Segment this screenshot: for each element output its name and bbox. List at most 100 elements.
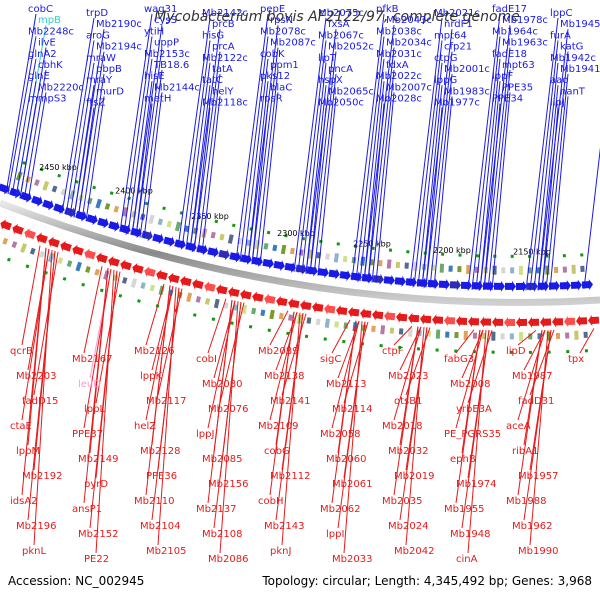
gene-leader-line <box>61 17 95 214</box>
gene-leader-line <box>417 62 443 287</box>
gene-leader-line <box>27 92 47 202</box>
forward-gene-arrow <box>284 262 296 273</box>
gene-label-mb2142c: Mb2142c <box>202 8 248 19</box>
cog-block <box>439 252 445 273</box>
gene-label-mb1948: Mb1948 <box>450 529 490 540</box>
cog-block <box>435 329 441 352</box>
forward-gene-arrow <box>75 210 87 222</box>
cog-block <box>500 333 505 340</box>
cog-block <box>211 298 220 321</box>
gene-leader-line <box>243 58 269 263</box>
reverse-gene-arrow <box>528 316 540 328</box>
forward-gene-arrow <box>163 236 175 248</box>
gene-leader-line <box>425 107 443 288</box>
cog-block <box>445 331 450 338</box>
gene-label-mb2032: Mb2032 <box>388 446 428 457</box>
gene-leader-line <box>213 301 242 529</box>
gene-leader-line <box>219 302 245 404</box>
gene-leader-line <box>143 92 163 239</box>
gene-label-mb2114: Mb2114 <box>332 404 372 415</box>
gene-leader-line <box>7 36 37 195</box>
gene-label-hisg: hisG <box>202 30 224 41</box>
forward-gene-arrow <box>97 217 109 229</box>
forward-gene-arrow <box>504 280 516 292</box>
cog-block <box>580 253 585 272</box>
gene-leader-line <box>135 47 163 237</box>
gene-label-mb2018: Mb2018 <box>382 421 422 432</box>
cog-block <box>518 265 523 275</box>
reverse-gene-arrow <box>156 269 168 281</box>
gene-leader-line <box>421 29 453 288</box>
gene-label-fadd31: fadD31 <box>518 396 554 407</box>
gene-leader-line <box>157 286 177 546</box>
cog-block <box>574 330 579 340</box>
gene-label-glne: glnE <box>28 71 50 82</box>
gene-label-mpb: mpB <box>38 15 61 26</box>
gene-label-mb2118c: Mb2118c <box>202 98 248 109</box>
gene-label-helz: helZ <box>134 421 156 432</box>
reverse-gene-arrow <box>0 219 12 231</box>
forward-gene-arrow <box>394 275 406 287</box>
gene-leader-line <box>337 321 366 529</box>
gene-leader-line <box>343 321 369 404</box>
gene-leader-line <box>275 313 304 521</box>
reverse-gene-arrow <box>384 310 396 322</box>
gene-label-pe22: PE22 <box>84 554 109 565</box>
gene-leader-line <box>251 103 269 265</box>
gene-leader-line <box>583 147 600 289</box>
reverse-gene-arrow <box>36 232 48 244</box>
gene-leader-line <box>151 287 180 521</box>
gene-leader-line <box>281 313 307 396</box>
gene-label-mraw: mraW <box>86 53 116 64</box>
forward-gene-arrow <box>471 280 483 292</box>
gene-leader-line <box>207 299 233 504</box>
forward-gene-arrow <box>86 214 98 225</box>
cog-block <box>509 333 514 354</box>
gene-label-prca: prcA <box>212 42 235 53</box>
forward-gene-arrow <box>218 249 230 261</box>
forward-gene-arrow <box>174 239 186 250</box>
gene-label-pyrd: pyrD <box>84 479 108 490</box>
gene-leader-line <box>479 81 501 290</box>
cog-block <box>491 331 496 354</box>
gene-label-cina: cinA <box>456 554 478 565</box>
cog-block <box>472 332 478 354</box>
gene-label-mb2248c: Mb2248c <box>28 26 74 37</box>
cog-block <box>267 309 275 332</box>
cog-block <box>454 331 459 353</box>
gene-label-lppm: lppM <box>16 446 40 457</box>
gene-label-wag31: wag31 <box>144 4 177 15</box>
gene-leader-line <box>83 266 103 354</box>
kbp-tick-label: 2350 kbp <box>191 212 229 221</box>
gene-label-mb2052c: Mb2052c <box>328 42 374 53</box>
gene-label-yrbe3a: yrbE3A <box>456 404 492 415</box>
cog-block <box>519 331 524 341</box>
gene-leader-line <box>193 107 211 252</box>
reverse-gene-arrow <box>480 316 492 328</box>
forward-gene-arrow <box>273 260 285 271</box>
gene-label-ansp1: ansP1 <box>72 504 102 515</box>
reverse-gene-arrow <box>468 316 480 328</box>
reverse-gene-arrow <box>324 303 336 315</box>
gene-label-mb2087c: Mb2087c <box>270 38 316 49</box>
gene-leader-line <box>529 40 559 291</box>
gene-leader-line <box>297 40 327 273</box>
forward-gene-leaders <box>5 13 600 291</box>
gene-label-prcb: prcB <box>212 19 235 30</box>
reverse-gene-arrow <box>216 284 228 295</box>
reverse-gene-arrow <box>228 286 240 298</box>
gene-leader-line <box>313 73 337 275</box>
gene-leader-line <box>359 58 385 282</box>
gene-leader-line <box>363 81 385 282</box>
reverse-gene-arrow <box>396 311 408 323</box>
gene-label-mpt64: mpt64 <box>434 30 467 41</box>
cog-block <box>528 333 533 354</box>
reverse-gene-arrow <box>492 316 504 328</box>
gene-leader-line <box>247 25 279 264</box>
cog-block <box>389 327 395 334</box>
gene-leader-line <box>483 103 501 291</box>
cog-block <box>378 259 383 267</box>
gene-leader-line <box>525 17 559 291</box>
gene-label-meth: metH <box>144 94 171 105</box>
forward-gene-arrow <box>460 279 472 291</box>
